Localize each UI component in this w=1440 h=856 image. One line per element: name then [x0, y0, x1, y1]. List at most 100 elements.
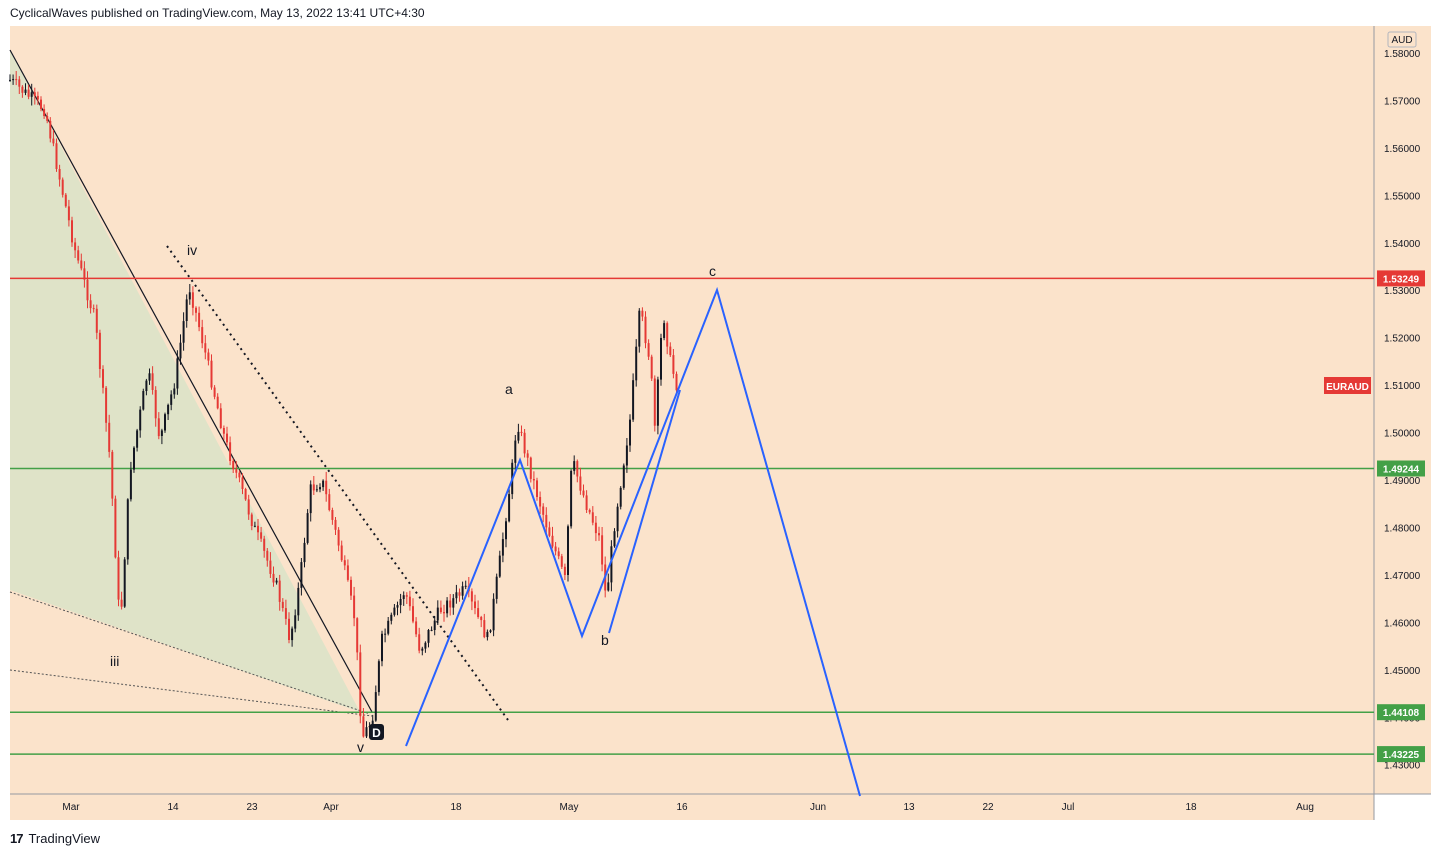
candle-body-102 [325, 480, 328, 495]
candle-body-64 [207, 352, 210, 361]
candle-body-23 [80, 260, 83, 269]
candle-body-80 [257, 525, 259, 533]
y-tick-9: 1.49000 [1384, 476, 1421, 487]
candle-body-133 [421, 648, 424, 651]
candle-body-49 [160, 430, 163, 436]
candle-body-205 [644, 316, 647, 344]
x-tick-11: 18 [1185, 802, 1197, 813]
marker-badge[interactable] [369, 724, 384, 740]
x-tick-7: Jun [810, 802, 826, 813]
candle-body-32 [108, 422, 111, 452]
candle-body-207 [650, 356, 653, 379]
y-tick-10: 1.48000 [1384, 524, 1421, 535]
candle-body-86 [275, 580, 278, 583]
level-badge-text-3: 1.43225 [1383, 750, 1420, 761]
candle-body-161 [508, 494, 511, 522]
candle-body-48 [157, 418, 160, 437]
candle-body-214 [672, 355, 675, 374]
candle-body-146 [461, 586, 464, 596]
candle-body-173 [545, 514, 548, 528]
projection-path-2 [608, 389, 681, 634]
symbol-badge[interactable] [1324, 377, 1371, 394]
candle-body-87 [278, 580, 281, 602]
level-badge-text-0: 1.53249 [1383, 274, 1420, 285]
x-tick-5: May [560, 802, 579, 813]
candle-body-149 [470, 591, 473, 602]
x-tick-labels: Mar 14 23 Apr 18 May 16 Jun 13 22 Jul 18 Aug [62, 802, 1314, 813]
time-axis[interactable] [10, 794, 1374, 820]
candle-body-171 [539, 497, 542, 507]
candle-body-60 [195, 307, 197, 313]
level-badge-3 [1377, 746, 1425, 763]
candle-body-185 [582, 490, 585, 496]
candle-body-40 [133, 447, 135, 470]
candle-body-182 [573, 461, 576, 471]
candle-body-107 [340, 545, 343, 561]
candle-body-42 [139, 409, 142, 431]
horizontal-levels [10, 277, 1374, 755]
level-badges: 1.53249 1.49244 1.44108 1.43225 [1377, 270, 1425, 763]
candle-body-8 [33, 92, 36, 96]
price-axis[interactable] [1374, 26, 1431, 794]
candle-body-129 [408, 596, 411, 607]
candle-body-143 [452, 598, 455, 608]
candle-body-10 [40, 99, 42, 109]
candle-body-79 [253, 525, 256, 527]
x-tick-10: Jul [1062, 802, 1075, 813]
symbol-badge-label: EURAUD [1326, 382, 1369, 393]
candle-body-61 [198, 312, 201, 328]
candle-body-138 [436, 607, 439, 621]
candle-body-188 [591, 512, 594, 523]
candle-body-96 [306, 513, 309, 543]
candle-body-123 [390, 614, 393, 621]
currency-badge[interactable] [1387, 31, 1417, 48]
tradingview-logo-icon[interactable]: 17 [10, 831, 24, 846]
candle-body-41 [136, 430, 139, 448]
candle-body-117 [371, 720, 374, 727]
candle-body-22 [77, 250, 80, 261]
candle-body-56 [182, 321, 185, 343]
wave-label-b: b [601, 632, 609, 648]
candle-body-36 [120, 599, 123, 607]
candle-body-179 [563, 566, 566, 575]
y-tick-1: 1.57000 [1384, 96, 1421, 107]
candle-body-215 [675, 373, 678, 391]
candle-body-157 [495, 576, 498, 599]
brand-label[interactable]: TradingView [28, 831, 101, 846]
candle-body-52 [170, 394, 173, 405]
candle-body-139 [439, 607, 442, 613]
candle-body-111 [353, 595, 356, 619]
candle-body-197 [619, 487, 622, 507]
candle-body-119 [377, 661, 380, 693]
candle-body-125 [396, 605, 399, 608]
candle-body-38 [126, 499, 129, 560]
level-badge-1 [1377, 460, 1425, 477]
candle-body-137 [433, 620, 436, 630]
candle-body-172 [542, 506, 545, 515]
x-tick-8: 13 [903, 802, 915, 813]
candle-body-115 [365, 727, 368, 737]
candle-body-156 [492, 598, 495, 631]
y-tick-7: 1.51000 [1384, 381, 1421, 392]
candle-body-5 [24, 89, 27, 93]
candle-body-103 [328, 494, 331, 510]
candle-body-168 [529, 457, 532, 479]
candle-body-105 [334, 519, 337, 530]
candle-body-110 [350, 579, 352, 596]
candle-body-196 [616, 506, 619, 532]
y-tick-8: 1.50000 [1384, 429, 1421, 440]
candle-body-2 [15, 79, 18, 81]
wedge-lower-line [9, 591, 371, 715]
candle-body-91 [291, 628, 294, 641]
wedge-fill [10, 50, 360, 712]
y-tick-12: 1.46000 [1384, 618, 1421, 629]
chart-pane[interactable] [10, 26, 1374, 794]
candle-body-7 [30, 92, 33, 97]
y-tick-0: 1.58000 [1384, 49, 1421, 60]
candle-body-176 [554, 546, 557, 552]
level-badge-0 [1377, 270, 1425, 287]
candle-body-51 [167, 404, 170, 415]
candle-body-203 [638, 310, 641, 347]
candle-body-101 [322, 480, 325, 488]
